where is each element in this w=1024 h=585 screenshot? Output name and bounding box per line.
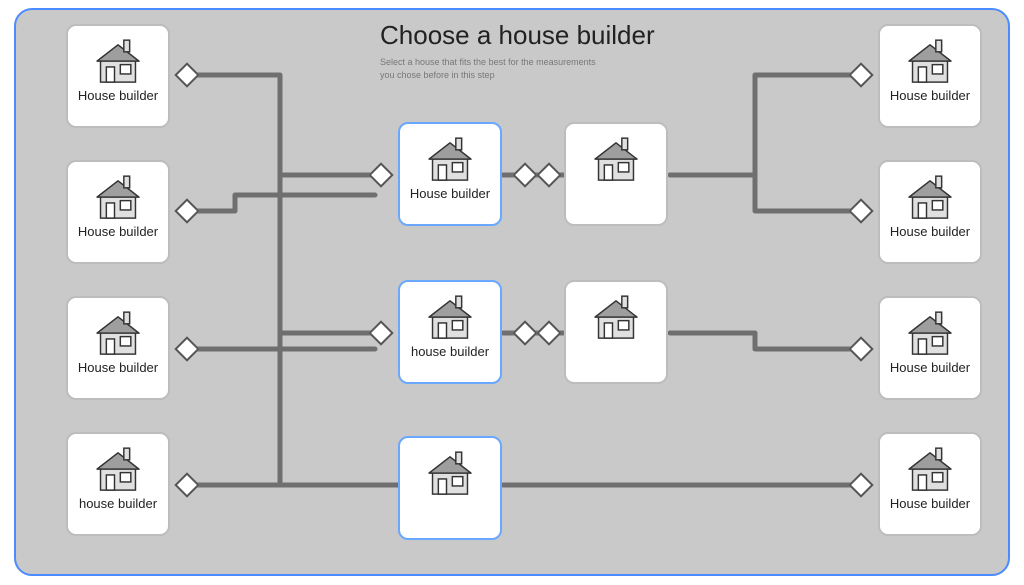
builder-node-c2[interactable]: house builder (398, 280, 502, 384)
house-icon (414, 444, 486, 502)
builder-node-label: House builder (78, 88, 158, 103)
builder-node-label: House builder (78, 360, 158, 375)
builder-node-r4[interactable]: House builder (878, 432, 982, 536)
builder-node-l4[interactable]: house builder (66, 432, 170, 536)
builder-node-m1[interactable] (564, 122, 668, 226)
builder-node-l2[interactable]: House builder (66, 160, 170, 264)
diagram-canvas: Choose a house builder Select a house th… (0, 0, 1024, 585)
builder-node-label: House builder (890, 224, 970, 239)
builder-node-label: House builder (890, 360, 970, 375)
house-icon (414, 288, 486, 346)
builder-node-r3[interactable]: House builder (878, 296, 982, 400)
house-icon (414, 130, 486, 188)
page-title: Choose a house builder (380, 20, 655, 51)
house-icon (894, 168, 966, 226)
house-icon (894, 32, 966, 90)
page-subtitle: Select a house that fits the best for th… (380, 56, 596, 81)
house-icon (82, 168, 154, 226)
builder-node-label: House builder (78, 224, 158, 239)
builder-node-label: House builder (410, 186, 490, 201)
builder-node-label: house builder (411, 344, 489, 359)
builder-node-l1[interactable]: House builder (66, 24, 170, 128)
builder-node-c3[interactable] (398, 436, 502, 540)
house-icon (82, 440, 154, 498)
house-icon (82, 32, 154, 90)
builder-node-c1[interactable]: House builder (398, 122, 502, 226)
builder-node-r2[interactable]: House builder (878, 160, 982, 264)
builder-node-label: House builder (890, 496, 970, 511)
house-icon (894, 304, 966, 362)
builder-node-r1[interactable]: House builder (878, 24, 982, 128)
builder-node-label: House builder (890, 88, 970, 103)
house-icon (894, 440, 966, 498)
builder-node-m2[interactable] (564, 280, 668, 384)
subtitle-line2: you chose before in this step (380, 69, 596, 82)
builder-node-label: house builder (79, 496, 157, 511)
house-icon (580, 288, 652, 346)
subtitle-line1: Select a house that fits the best for th… (380, 56, 596, 69)
builder-node-l3[interactable]: House builder (66, 296, 170, 400)
house-icon (580, 130, 652, 188)
house-icon (82, 304, 154, 362)
